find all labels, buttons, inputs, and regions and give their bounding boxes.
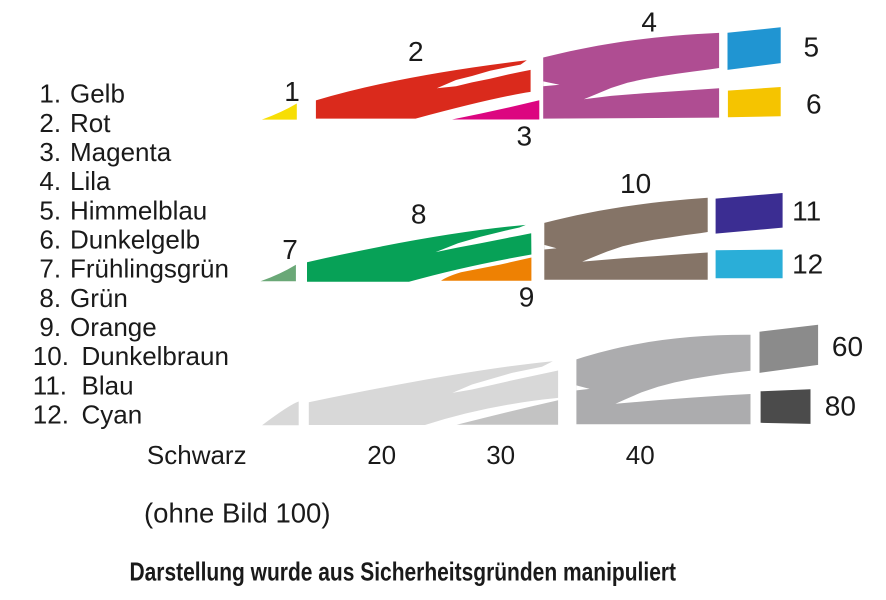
svg-text:(ohne Bild 100): (ohne Bild 100) — [144, 498, 331, 529]
svg-text:12.Cyan: 12. Cyan — [33, 399, 142, 429]
svg-text:10.Dunkelbraun: 10. Dunkelbraun — [33, 341, 229, 371]
svg-text:60: 60 — [832, 331, 863, 362]
svg-text:20: 20 — [367, 440, 396, 470]
svg-text:5: 5 — [804, 32, 820, 63]
svg-text:2.Rot: 2. Rot — [39, 108, 111, 138]
svg-text:8.Grün: 8. Grün — [39, 283, 127, 313]
svg-text:30: 30 — [486, 440, 515, 470]
svg-text:1.Gelb: 1. Gelb — [39, 79, 125, 109]
svg-text:12: 12 — [792, 248, 823, 279]
svg-text:Darstellung wurde aus Sicherhe: Darstellung wurde aus Sicherheitsgründen… — [130, 556, 677, 586]
svg-text:80: 80 — [825, 390, 856, 421]
svg-text:Schwarz: Schwarz — [147, 440, 247, 470]
svg-text:40: 40 — [626, 440, 655, 470]
svg-text:8: 8 — [411, 199, 427, 230]
svg-text:3: 3 — [517, 121, 533, 152]
svg-text:10: 10 — [620, 168, 651, 199]
svg-text:9.Orange: 9. Orange — [39, 312, 156, 342]
svg-text:11.Blau: 11. Blau — [33, 370, 134, 400]
svg-text:4.Lila: 4. Lila — [39, 166, 111, 196]
svg-text:3.Magenta: 3. Magenta — [39, 137, 171, 167]
svg-text:4: 4 — [641, 6, 657, 37]
svg-text:11: 11 — [792, 196, 821, 227]
svg-text:2: 2 — [408, 36, 424, 67]
svg-text:7: 7 — [282, 234, 298, 265]
svg-text:6: 6 — [806, 88, 822, 119]
svg-text:9: 9 — [519, 282, 535, 313]
svg-text:1: 1 — [284, 76, 300, 107]
svg-text:7.Frühlingsgrün: 7. Frühlingsgrün — [39, 254, 229, 284]
